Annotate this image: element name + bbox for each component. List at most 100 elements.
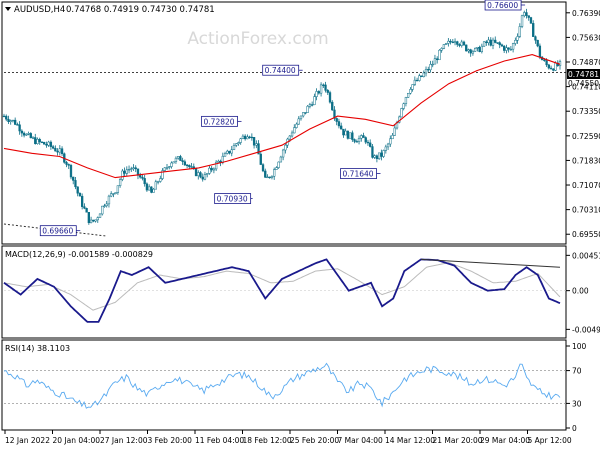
- watermark: ActionForex.com: [187, 29, 328, 49]
- candle-body: [273, 169, 276, 177]
- candle-body: [494, 39, 497, 43]
- candle-body: [183, 161, 187, 166]
- candle-body: [447, 40, 450, 44]
- rsi-tick-label: 100: [572, 342, 587, 351]
- candle-body: [491, 39, 495, 46]
- candle-body: [326, 90, 329, 93]
- candle-body: [190, 166, 193, 168]
- rsi-layer: 100 70 30 0: [3, 342, 587, 433]
- candle-body: [130, 168, 133, 170]
- candle-body: [319, 84, 323, 94]
- candle-body: [389, 138, 392, 145]
- candle-body: [232, 145, 236, 151]
- candle-body: [275, 167, 278, 170]
- candle-body: [246, 136, 249, 140]
- candle-body: [22, 132, 26, 136]
- candle-body: [487, 39, 490, 44]
- candle-body: [270, 175, 274, 178]
- rsi-tick-label: 30: [572, 399, 582, 408]
- candle-body: [266, 176, 269, 179]
- candle-body: [45, 144, 48, 146]
- candle-body: [226, 150, 229, 154]
- x-tick-label: 3 Feb 20:00: [148, 436, 193, 445]
- candle-body: [74, 180, 77, 188]
- candle-body: [453, 41, 457, 43]
- candle-body: [110, 193, 113, 197]
- symbol-label: AUDUSD,H4: [14, 5, 65, 15]
- candle-body: [511, 43, 515, 50]
- candle-body: [139, 175, 142, 178]
- candle-body: [257, 143, 260, 155]
- candle-body: [54, 148, 57, 152]
- candle-body: [78, 192, 82, 197]
- candle-body: [429, 64, 432, 71]
- candle-body: [277, 161, 280, 168]
- macd-panel-frame: [1, 245, 567, 339]
- candle-body: [7, 118, 10, 122]
- candle-body: [516, 36, 519, 41]
- candle-body: [315, 91, 318, 97]
- triangle-down-icon[interactable]: [5, 7, 11, 11]
- candle-body: [543, 59, 546, 62]
- candle-body: [60, 148, 64, 154]
- candle-body: [112, 193, 115, 195]
- candle-body: [400, 108, 403, 118]
- macd-line: [3, 258, 561, 323]
- candle-body: [424, 69, 428, 74]
- header: AUDUSD,H4 0.74768 0.74919 0.74730 0.7478…: [5, 5, 215, 15]
- candle-body: [27, 133, 30, 135]
- candle-body: [290, 132, 294, 137]
- candle-body: [366, 141, 370, 144]
- candle-body: [141, 176, 144, 179]
- candle-body: [449, 40, 452, 43]
- candle-body: [268, 176, 271, 179]
- candle-body: [360, 135, 363, 139]
- candle-body: [163, 167, 166, 171]
- candle-body: [239, 138, 242, 143]
- price-annotation-box: [484, 0, 522, 11]
- candle-body: [250, 136, 254, 139]
- price-annotation-label: 0.70930: [217, 195, 248, 204]
- candle-body: [532, 23, 535, 37]
- candle-body: [118, 179, 122, 186]
- candle-body: [65, 162, 68, 165]
- candle-body: [199, 172, 202, 178]
- price-tick-label: 0.71830: [572, 156, 600, 165]
- candle-body: [72, 176, 75, 181]
- candle-body: [538, 45, 542, 58]
- candle-body: [145, 183, 149, 191]
- candle-body: [337, 121, 341, 127]
- x-tick-label: 21 Mar 20:00: [433, 436, 483, 445]
- candle-body: [92, 219, 95, 222]
- candle-body: [230, 149, 233, 154]
- candle-body: [353, 139, 356, 142]
- candle-body: [197, 172, 200, 177]
- candle-body: [83, 206, 86, 209]
- candle-body: [415, 79, 419, 82]
- candle-body: [98, 213, 102, 218]
- candle-body: [344, 130, 347, 136]
- candle-body: [284, 144, 287, 151]
- candle-body: [47, 141, 50, 146]
- ohlc-readout: 0.74768 0.74919 0.74730 0.74781: [66, 5, 215, 15]
- candle-body: [31, 137, 35, 139]
- candle-body: [467, 49, 470, 52]
- price-tick-label: 0.76390: [572, 9, 600, 18]
- candle-body: [346, 130, 350, 139]
- candle-body: [150, 186, 153, 193]
- moving-average-line: [3, 54, 561, 179]
- candle-body: [357, 138, 361, 142]
- candle-body: [132, 167, 135, 169]
- candle-body: [391, 135, 394, 140]
- candle-body: [456, 41, 459, 45]
- price-tick-label: 0.75630: [572, 33, 600, 42]
- candle-body: [313, 96, 316, 106]
- x-tick-label: 11 Feb 04:00: [195, 436, 244, 445]
- candle-body: [413, 79, 417, 85]
- candle-body: [94, 219, 97, 222]
- candle-body: [465, 44, 468, 52]
- rsi-panel-frame: [1, 339, 567, 431]
- rsi-tick-label: 0: [572, 424, 577, 433]
- candle-body: [51, 146, 55, 149]
- candle-body: [552, 68, 555, 71]
